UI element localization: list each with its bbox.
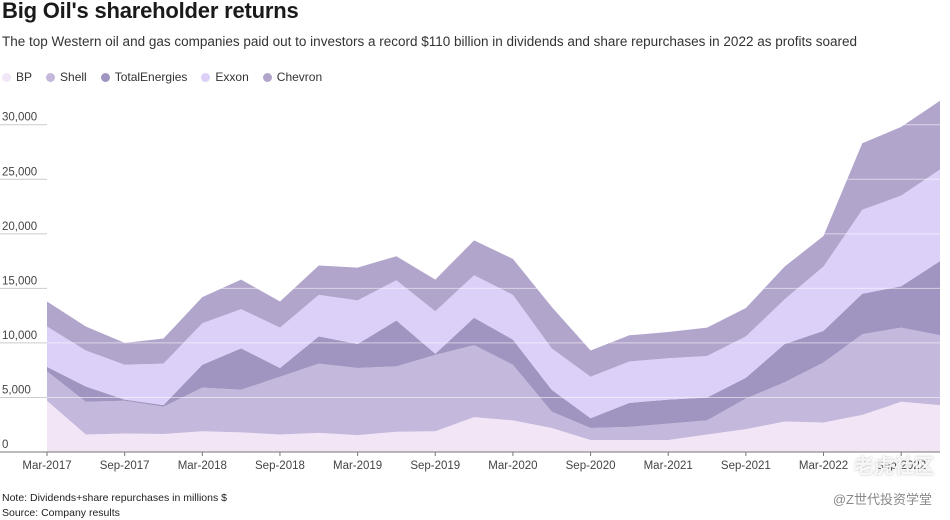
gridlines	[0, 124, 940, 453]
x-tick-label: Sep-2020	[566, 460, 616, 472]
chart-title: Big Oil's shareholder returns	[2, 0, 299, 23]
x-tick-label: Mar-2018	[178, 460, 227, 472]
x-tick-label: Sep-2022	[876, 460, 926, 472]
area-shell	[47, 327, 940, 440]
footnote: Note: Dividends+share repurchases in mil…	[2, 492, 227, 504]
watermark-logo-text: 老虎社区	[854, 456, 934, 478]
area-chevron	[47, 100, 940, 377]
area-totalenergies	[47, 261, 940, 428]
x-tick-label: Sep-2018	[255, 460, 305, 472]
legend-label-bp: BP	[16, 70, 33, 84]
legend-item-exxon: Exxon	[201, 70, 249, 84]
legend-dot-chevron	[262, 72, 272, 82]
x-tick-label: Mar-2017	[22, 460, 71, 472]
chart-subtitle: The top Western oil and gas companies pa…	[2, 34, 858, 49]
legend-item-shell: Shell	[46, 70, 87, 84]
x-tick-label: Sep-2021	[721, 460, 771, 472]
legend-label-shell: Shell	[60, 70, 87, 84]
y-tick-label: 20,000	[2, 221, 37, 233]
legend-label-exxon: Exxon	[215, 70, 249, 84]
y-axis: 0 5,000 10,000 15,000 20,000 25,000 30,000	[2, 112, 37, 451]
legend-label-chevron: Chevron	[276, 70, 323, 84]
x-tick-label: Mar-2022	[799, 460, 848, 472]
y-tick-label: 5,000	[2, 384, 31, 396]
legend-dot-bp	[2, 72, 11, 82]
y-tick-label: 30,000	[2, 112, 37, 124]
legend-dot-totalenergies	[100, 72, 110, 82]
area-bp	[47, 400, 940, 452]
legend-item-totalenergies: TotalEnergies	[100, 70, 188, 84]
y-tick-label: 25,000	[2, 166, 37, 178]
source-note: Source: Company results	[2, 507, 120, 519]
y-tick-label: 0	[2, 439, 8, 451]
legend-item-chevron: Chevron	[262, 70, 323, 84]
y-tick-label: 15,000	[2, 275, 37, 287]
legend-label-totalenergies: TotalEnergies	[114, 70, 188, 84]
x-tick-label: Mar-2020	[488, 460, 537, 472]
x-tick-label: Mar-2021	[644, 460, 693, 472]
legend: BP Shell TotalEnergies Exxon Chevron	[2, 70, 322, 84]
watermark-handle: @Z世代投资学堂	[832, 492, 932, 507]
legend-item-bp: BP	[2, 70, 32, 84]
x-tick-label: Sep-2017	[100, 460, 150, 472]
area-exxon	[47, 169, 940, 419]
area-layers	[47, 100, 940, 452]
x-tick-label: Mar-2019	[333, 460, 382, 472]
x-axis: Mar-2017 Sep-2017 Mar-2018 Sep-2018 Mar-2019…	[22, 452, 926, 472]
y-tick-label: 10,000	[2, 330, 37, 342]
x-tick-label: Sep-2019	[410, 460, 460, 472]
legend-dot-exxon	[201, 72, 211, 82]
legend-dot-shell	[46, 72, 56, 82]
